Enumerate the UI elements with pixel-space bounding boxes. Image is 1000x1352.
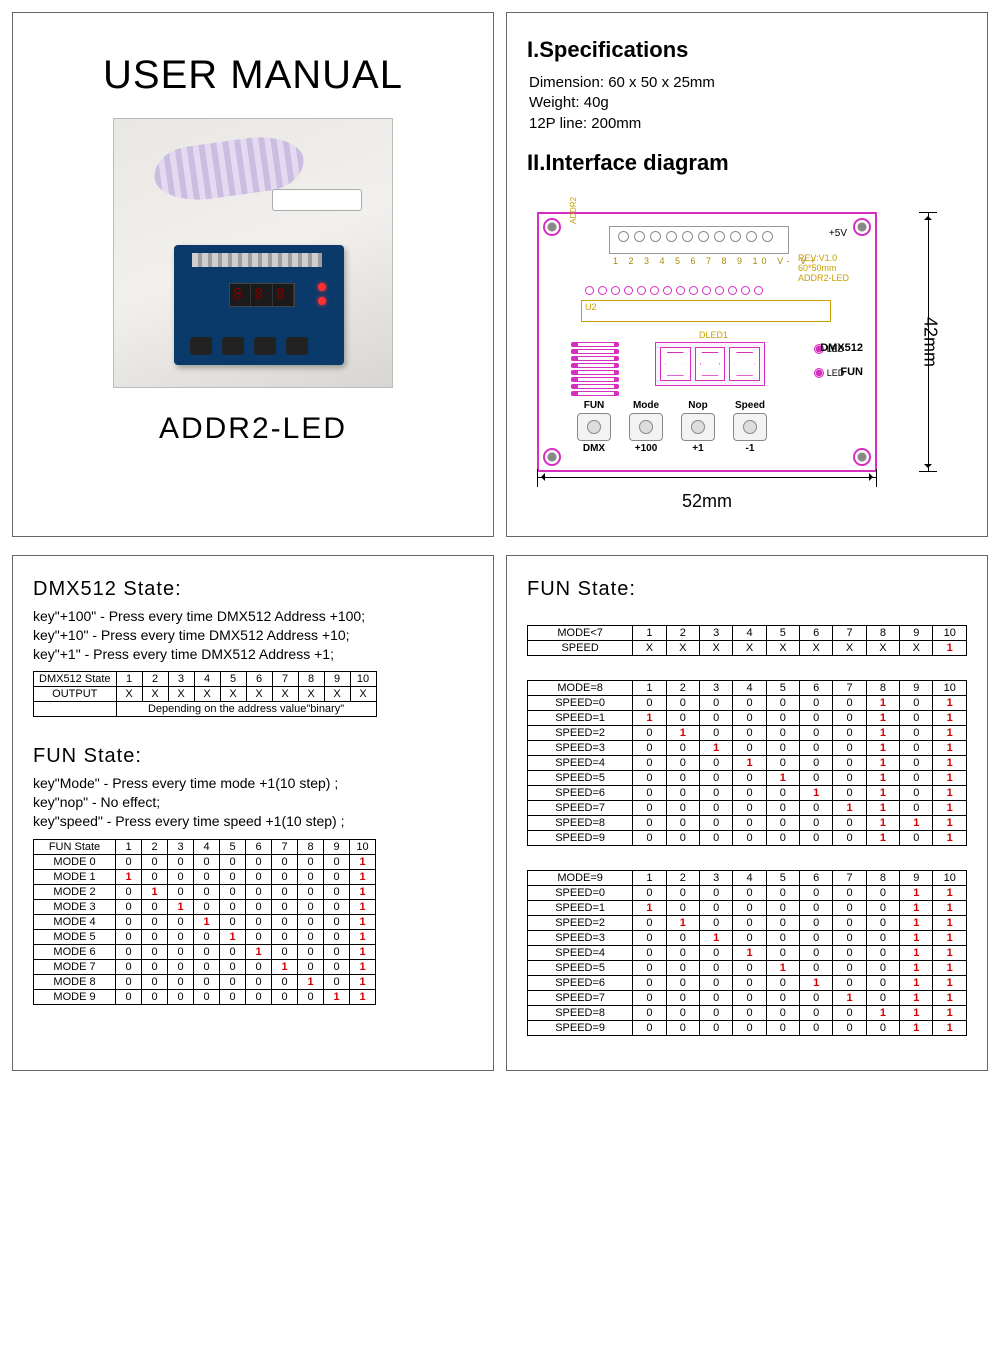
fun-state-title-right: FUN State: (527, 578, 967, 601)
fun-table-left: FUN State12345678910MODE 00000000001MODE… (33, 839, 376, 1005)
pin-header (609, 226, 789, 254)
dimension-vertical: 42mm (919, 212, 949, 472)
fun-desc: key"Mode" - Press every time mode +1(10 … (33, 774, 473, 831)
pcb-outline: ADDR2 +5V 1 2 3 4 5 6 7 8 9 10 V- V+ REV… (537, 212, 877, 472)
spec-lines: Dimension: 60 x 50 x 25mm Weight: 40g 12… (527, 73, 967, 134)
dled1-label: DLED1 (699, 330, 728, 340)
iface-heading: II.Interface diagram (527, 150, 967, 176)
product-photo (113, 118, 393, 388)
led-label-dmx: DMX512 (820, 342, 863, 354)
spec-heading: I.Specifications (527, 37, 967, 63)
mounting-hole-icon (853, 448, 871, 466)
pin-numbers: 1 2 3 4 5 6 7 8 9 10 V- V+ (613, 256, 819, 266)
u2-chip: U2 (581, 300, 831, 322)
dmx-table: DMX512 State12345678910OUTPUTXXXXXXXXXXD… (33, 671, 377, 717)
pcb-button: Nop+1 (681, 400, 715, 454)
rev-text: REV:V1.0 60*50mm ADDR2-LED (798, 254, 849, 284)
spec-weight: Weight: 40g (527, 93, 967, 113)
mounting-hole-icon (543, 218, 561, 236)
spec-line: 12P line: 200mm (527, 114, 967, 134)
dmx-state-title: DMX512 State: (33, 578, 473, 601)
interface-diagram: ADDR2 +5V 1 2 3 4 5 6 7 8 9 10 V- V+ REV… (527, 202, 967, 518)
panel-user-manual: USER MANUAL ADDR2-LED (12, 12, 494, 537)
led-label-fun: FUN (840, 366, 863, 378)
dimension-horizontal: 52mm (537, 491, 877, 512)
pcb-photo-illustration (174, 245, 344, 365)
pcb-button: Speed-1 (733, 400, 767, 454)
pcb-button: Mode+100 (629, 400, 663, 454)
fun-table-r2: MODE=812345678910SPEED=00000000101SPEED=… (527, 680, 967, 846)
addr-label: ADDR2 (569, 197, 578, 224)
dim-v-label: 42mm (919, 317, 940, 367)
dmx-desc: key"+100" - Press every time DMX512 Addr… (33, 607, 473, 664)
seven-segment-display (655, 342, 765, 386)
mounting-hole-icon (853, 218, 871, 236)
dim-h-label: 52mm (682, 491, 732, 511)
panel-fun-right: FUN State: MODE<712345678910SPEEDXXXXXXX… (506, 555, 988, 1071)
product-name: ADDR2-LED (159, 412, 347, 446)
bottom-row: DMX512 State: key"+100" - Press every ti… (12, 555, 988, 1071)
pcb-button: FUNDMX (577, 400, 611, 454)
fun-table-r1: MODE<712345678910SPEEDXXXXXXXXX1 (527, 625, 967, 656)
connector-illustration (272, 189, 362, 211)
fivev-label: +5V (829, 228, 847, 239)
fun-state-title-left: FUN State: (33, 745, 473, 768)
spec-dimension: Dimension: 60 x 50 x 25mm (527, 73, 967, 93)
resistor-row (571, 342, 619, 396)
button-row: FUNDMX Mode+100 Nop+1 Speed-1 (577, 400, 767, 454)
panel-dmx-fun-left: DMX512 State: key"+100" - Press every ti… (12, 555, 494, 1071)
fun-table-r3: MODE=912345678910SPEED=00000000011SPEED=… (527, 870, 967, 1036)
top-row: USER MANUAL ADDR2-LED I.Specifications D… (12, 12, 988, 537)
mounting-hole-icon (543, 448, 561, 466)
u2-pin-row (585, 286, 763, 295)
panel-specs-interface: I.Specifications Dimension: 60 x 50 x 25… (506, 12, 988, 537)
title: USER MANUAL (103, 53, 403, 98)
